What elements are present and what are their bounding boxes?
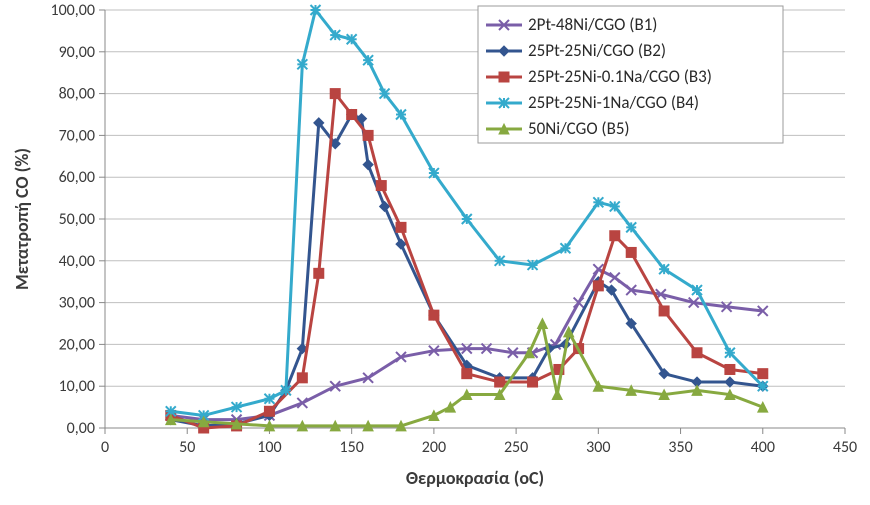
marker-square <box>462 369 472 379</box>
x-tick-label: 100 <box>257 438 281 457</box>
marker-square <box>593 281 603 291</box>
legend: 2Pt-48Ni/CGO (B1) 25Pt-25Ni/CGO (B2) 25Pt-… <box>478 6 783 143</box>
y-tick-label: 60,00 <box>59 168 95 187</box>
marker-square <box>692 348 702 358</box>
y-axis-label: Μετατροπή CO (%) <box>11 148 33 290</box>
y-tick-label: 70,00 <box>59 126 95 145</box>
marker-square <box>499 72 509 82</box>
x-tick-label: 200 <box>422 438 446 457</box>
marker-square <box>626 247 636 257</box>
y-tick-label: 30,00 <box>59 294 95 313</box>
x-tick-label: 250 <box>504 438 528 457</box>
x-tick-label: 350 <box>668 438 692 457</box>
marker-square <box>297 373 307 383</box>
marker-square <box>429 310 439 320</box>
y-tick-label: 50,00 <box>59 210 95 229</box>
y-tick-label: 10,00 <box>59 377 95 396</box>
marker-square <box>347 110 357 120</box>
x-tick-label: 450 <box>833 438 857 457</box>
legend-label: 50Ni/CGO (B5) <box>528 118 630 139</box>
x-tick-label: 150 <box>340 438 364 457</box>
x-tick-label: 400 <box>751 438 775 457</box>
marker-square <box>610 231 620 241</box>
marker-square <box>376 181 386 191</box>
y-tick-label: 0,00 <box>67 419 95 438</box>
marker-square <box>264 406 274 416</box>
marker-square <box>659 306 669 316</box>
legend-label: 2Pt-48Ni/CGO (B1) <box>528 14 657 35</box>
legend-label: 25Pt-25Ni-1Na/CGO (B4) <box>528 92 699 113</box>
x-tick-label: 0 <box>101 438 109 457</box>
y-tick-label: 90,00 <box>59 43 95 62</box>
marker-square <box>396 222 406 232</box>
marker-square <box>725 364 735 374</box>
marker-square <box>363 130 373 140</box>
x-tick-label: 50 <box>179 438 195 457</box>
y-tick-label: 80,00 <box>59 85 95 104</box>
marker-square <box>495 377 505 387</box>
x-axis-label: Θερμοκρασία (oC) <box>406 467 544 489</box>
marker-square <box>314 268 324 278</box>
legend-label: 25Pt-25Ni-0.1Na/CGO (B3) <box>528 66 712 87</box>
marker-square <box>758 369 768 379</box>
legend-label: 25Pt-25Ni/CGO (B2) <box>528 40 666 61</box>
marker-square <box>330 89 340 99</box>
y-tick-label: 20,00 <box>59 335 95 354</box>
x-tick-label: 300 <box>586 438 610 457</box>
y-tick-label: 100,00 <box>50 1 95 20</box>
marker-square <box>528 377 538 387</box>
y-tick-label: 40,00 <box>59 252 95 271</box>
